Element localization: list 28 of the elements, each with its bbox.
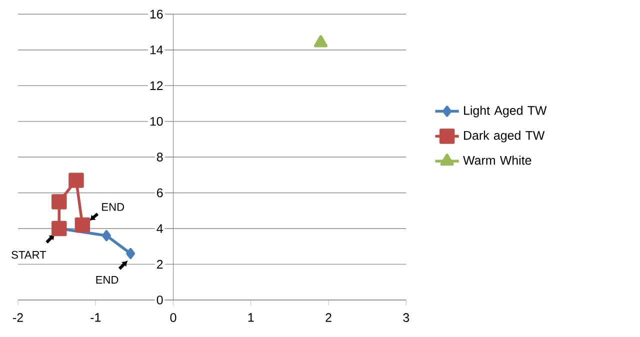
x-tick-label: 1 — [248, 313, 254, 322]
x-tick-label: -2 — [13, 313, 23, 322]
legend-label: Light Aged TW — [464, 106, 547, 118]
x-tick-label: 2 — [326, 313, 332, 322]
y-tick-label: 14 — [150, 46, 163, 54]
point — [52, 220, 67, 236]
x-tick-label: 0 — [170, 313, 176, 322]
y-tick-label: 16 — [150, 10, 163, 19]
annotation: END — [102, 203, 124, 211]
point — [52, 194, 67, 210]
point — [314, 35, 328, 48]
annotation: END — [96, 276, 118, 284]
point — [102, 230, 111, 242]
point — [68, 172, 84, 188]
y-tick-label: 4 — [156, 224, 163, 233]
annotation: START — [12, 250, 46, 259]
x-tick-label: -1 — [90, 313, 101, 322]
y-tick-label: 12 — [150, 81, 163, 90]
y-tick-label: 0 — [156, 296, 163, 304]
point — [126, 248, 136, 260]
x-tick-label: 3 — [403, 313, 410, 322]
y-tick-label: 2 — [157, 260, 163, 269]
point — [74, 217, 90, 233]
y-tick-label: 8 — [156, 152, 163, 162]
legend-label: Dark aged TW — [464, 130, 545, 142]
y-tick-label: 10 — [150, 116, 163, 126]
y-tick-label: 6 — [157, 188, 163, 198]
legend-label: Warm White — [463, 156, 532, 165]
